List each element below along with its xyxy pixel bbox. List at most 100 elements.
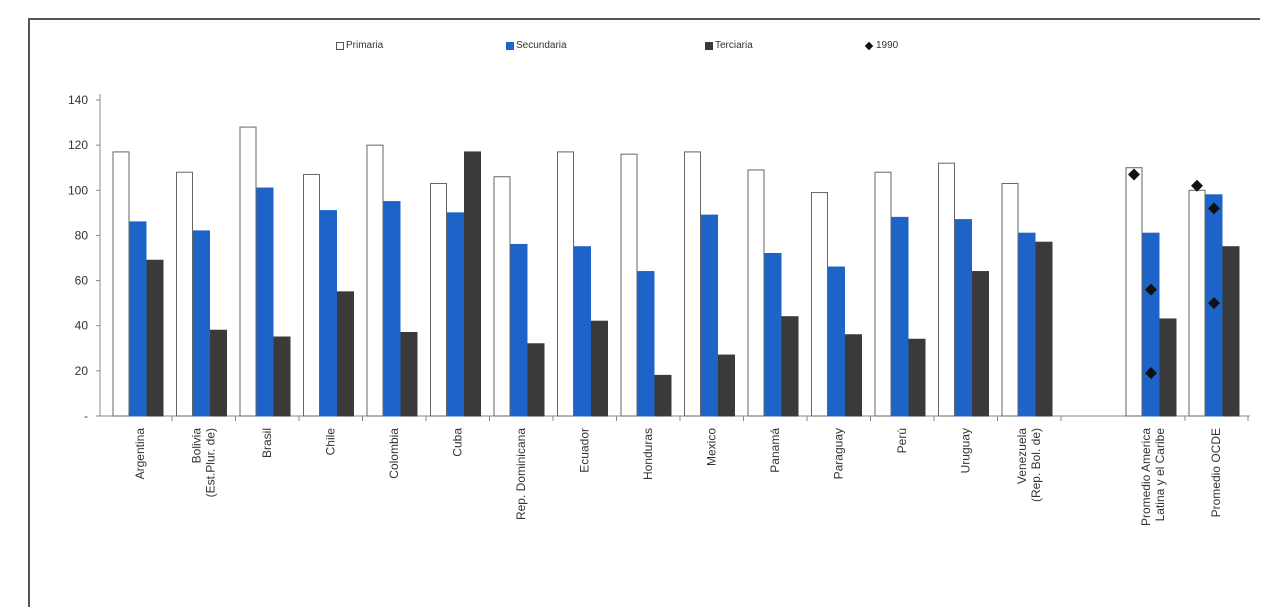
x-tick-label-group: Uruguay <box>959 428 973 473</box>
x-tick-label: Mexico <box>705 428 719 466</box>
bar-terciaria <box>1035 241 1053 417</box>
bar-primaria <box>239 126 257 417</box>
x-tick-label: Panamá <box>768 428 782 473</box>
bar-secundaria <box>320 210 337 417</box>
bar-terciaria <box>908 338 926 417</box>
bar-primaria <box>557 151 574 417</box>
bar-secundaria <box>193 230 210 417</box>
x-tick-label-group: Ecuador <box>578 428 592 473</box>
x-tick-label-group: Paraguay <box>832 428 846 479</box>
x-tick-label: Perú <box>895 428 909 453</box>
bar-primaria <box>620 153 638 417</box>
legend-label-1990: 1990 <box>876 40 899 51</box>
x-tick-label-group: Argentina <box>133 428 147 480</box>
bar-terciaria <box>1222 246 1240 417</box>
x-tick-label: Uruguay <box>959 428 973 473</box>
bar-terciaria <box>464 151 481 417</box>
bar-primaria <box>1001 183 1019 417</box>
legend-item-1990: 1990 <box>864 40 899 51</box>
x-tick-label: Bolivia <box>190 428 204 464</box>
bar-primaria <box>303 173 320 417</box>
marker-1990-terciaria <box>1208 297 1220 310</box>
x-tick-label-group: Brasil <box>260 428 274 458</box>
bar-secundaria <box>1018 232 1036 417</box>
marker-1990-primaria <box>1128 168 1140 181</box>
bar-terciaria <box>527 343 545 417</box>
x-tick-label-group: Mexico <box>705 428 719 466</box>
x-tick-label: Venezuela <box>1015 428 1029 484</box>
x-tick-label: Latina y el Caribe <box>1153 428 1167 522</box>
bar-terciaria <box>337 291 354 417</box>
bar-primaria <box>366 144 384 417</box>
bar-terciaria <box>210 329 227 417</box>
bar-secundaria <box>1142 232 1160 417</box>
chart-frame <box>28 18 1260 607</box>
bar-primaria <box>747 169 765 417</box>
bar-secundaria <box>637 271 655 417</box>
legend-label-terciaria: Terciaria <box>715 40 753 51</box>
y-tick-label: 20 <box>75 364 89 378</box>
x-tick-label: Paraguay <box>832 428 846 479</box>
x-tick-label: (Est.Plur. de) <box>204 428 218 497</box>
x-tick-label-group: Rep. Dominicana <box>514 428 528 520</box>
y-tick-label: 140 <box>68 93 88 107</box>
bar-terciaria <box>273 336 291 417</box>
y-tick-label: 40 <box>75 319 89 333</box>
x-tick-label: Chile <box>324 428 338 456</box>
x-tick-label: Colombia <box>387 428 401 479</box>
bar-terciaria <box>654 374 672 417</box>
x-tick-label: Promedio OCDE <box>1209 428 1223 517</box>
bar-secundaria <box>891 216 909 417</box>
legend-swatch-terciaria <box>705 41 713 50</box>
x-tick-label: Argentina <box>133 428 147 480</box>
bar-secundaria <box>383 201 401 417</box>
x-tick-label-group: Cuba <box>451 428 465 457</box>
x-tick-label: Cuba <box>451 428 465 457</box>
marker-1990-secundaria <box>1145 283 1157 296</box>
bar-secundaria <box>828 266 845 417</box>
bar-terciaria <box>781 316 799 417</box>
bar-secundaria <box>701 214 718 417</box>
bar-primaria <box>938 162 955 417</box>
x-tick-label-group: Promedio America Latina y el Caribe <box>1139 428 1167 526</box>
marker-1990-terciaria <box>1145 367 1157 380</box>
y-tick-label: 80 <box>75 228 89 242</box>
x-tick-label-group: Chile <box>324 428 338 456</box>
bar-primaria <box>176 171 193 417</box>
y-tick-label: 100 <box>68 183 88 197</box>
x-tick-label-group: Venezuela (Rep. Bol. de) <box>1015 428 1043 502</box>
bar-primaria <box>874 171 892 417</box>
x-tick-label: Rep. Dominicana <box>514 428 528 520</box>
y-tick-label: 60 <box>75 274 89 288</box>
x-tick-label-group: Panamá <box>768 428 782 473</box>
bar-secundaria <box>447 212 464 417</box>
bar-terciaria <box>1159 318 1177 417</box>
x-tick-label: Honduras <box>641 428 655 480</box>
legend: Primaria Secundaria Terciaria 1990 <box>0 40 1265 60</box>
x-tick-label-group: Bolivia (Est.Plur. de) <box>190 428 218 498</box>
bar-secundaria <box>129 221 147 417</box>
marker-1990-primaria <box>1191 179 1203 192</box>
bar-secundaria <box>256 187 274 417</box>
bar-secundaria <box>764 252 782 417</box>
legend-label-secundaria: Secundaria <box>516 40 567 51</box>
legend-item-secundaria: Secundaria <box>506 40 567 51</box>
x-tick-label-group: Colombia <box>387 428 401 479</box>
bar-secundaria <box>510 243 528 417</box>
bar-terciaria <box>972 271 989 417</box>
bar-secundaria <box>574 246 591 417</box>
bar-terciaria <box>400 331 418 417</box>
legend-swatch-secundaria <box>506 41 514 50</box>
bar-primaria <box>493 176 511 417</box>
legend-item-terciaria: Terciaria <box>705 40 753 51</box>
bar-primaria <box>811 192 828 417</box>
bar-primaria <box>112 151 130 417</box>
x-tick-label-group: Perú <box>895 428 909 453</box>
y-tick-label: 120 <box>68 138 88 152</box>
x-tick-label-group: Honduras <box>641 428 655 480</box>
bar-primaria <box>1188 189 1206 417</box>
bar-terciaria <box>146 259 164 417</box>
x-tick-label: Brasil <box>260 428 274 458</box>
marker-1990-secundaria <box>1208 202 1220 215</box>
